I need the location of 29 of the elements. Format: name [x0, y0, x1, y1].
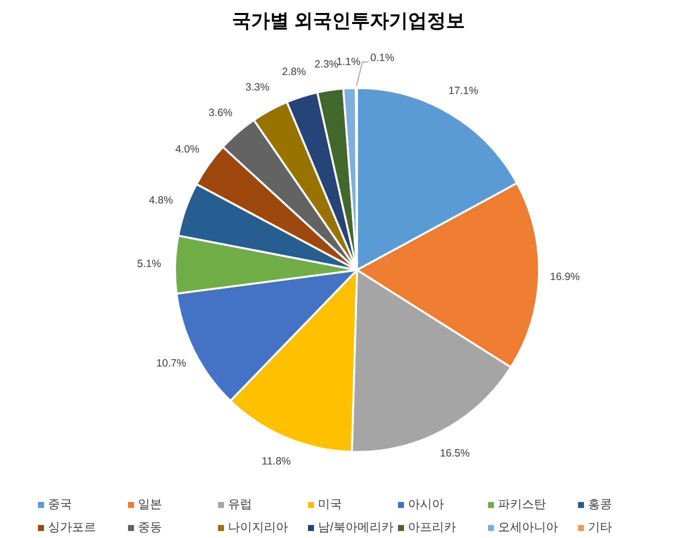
legend-label: 나이지리아 [228, 519, 288, 536]
legend-label: 아시아 [408, 496, 444, 513]
chart-title: 국가별 외국인투자기업정보 [230, 10, 466, 34]
data-label: 4.8% [148, 194, 173, 207]
legend-label: 중동 [138, 519, 162, 536]
data-label: 17.1% [448, 85, 478, 98]
data-label: 1.1% [336, 56, 360, 68]
legend-label: 아프리카 [408, 519, 456, 536]
legend-label: 싱가포르 [48, 519, 96, 536]
data-label: 3.3% [245, 81, 270, 94]
legend-label: 오세아니아 [498, 519, 558, 536]
legend-label: 중국 [48, 496, 72, 513]
data-label: 5.1% [137, 258, 162, 270]
legend-label: 파키스탄 [498, 496, 546, 513]
legend-label: 유럽 [228, 496, 252, 513]
legend-label: 홍콩 [588, 496, 612, 513]
legend-label: 일본 [138, 496, 162, 513]
data-label: 0.1% [370, 52, 394, 64]
data-label: 2.8% [282, 66, 306, 78]
data-label: 16.5% [440, 448, 470, 460]
data-label: 2.3% [314, 58, 338, 70]
data-label: 11.8% [262, 456, 291, 468]
data-label: 16.9% [550, 270, 580, 283]
data-label: 10.7% [156, 357, 186, 370]
data-label: 4.0% [175, 144, 200, 156]
legend-label: 기타 [588, 519, 612, 536]
legend-label: 미국 [318, 496, 342, 513]
legend-label: 남/북아메리카 [318, 519, 394, 536]
data-label: 3.6% [208, 107, 233, 120]
